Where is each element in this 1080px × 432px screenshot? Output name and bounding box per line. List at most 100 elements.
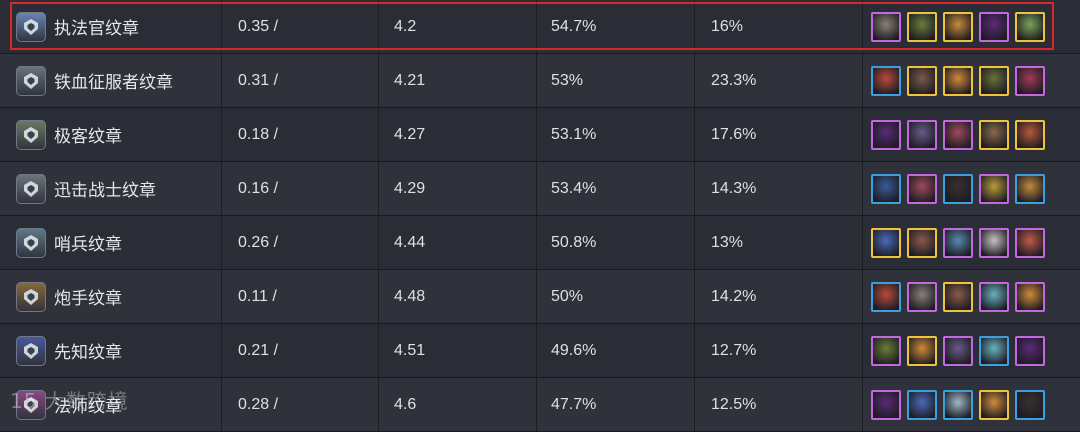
- avg-placement: 4.2: [394, 17, 417, 35]
- top4-rate: 50%: [551, 287, 584, 305]
- recommended-champions: [863, 216, 1080, 269]
- avg-placement: 4.48: [394, 287, 426, 305]
- emblem-name: 炮手纹章: [54, 289, 122, 308]
- conqueror-emblem-icon: [16, 65, 46, 96]
- emblem-name-cell: 执法官纹章: [0, 0, 222, 53]
- emblem-name: 铁血征服者纹章: [54, 73, 173, 92]
- table-row[interactable]: 哨兵纹章 0.26 / 4.44 50.8% 13%: [0, 216, 1080, 270]
- champion-portrait[interactable]: [943, 119, 973, 150]
- champion-portrait[interactable]: [979, 11, 1009, 42]
- champion-portrait[interactable]: [1015, 389, 1045, 420]
- pick-rate-cell: 0.31 /: [222, 54, 379, 107]
- champion-portrait[interactable]: [943, 11, 973, 42]
- champion-portrait[interactable]: [1015, 11, 1045, 42]
- champion-portrait[interactable]: [907, 173, 937, 204]
- champion-portrait[interactable]: [979, 335, 1009, 366]
- champion-portrait[interactable]: [943, 335, 973, 366]
- top4-rate-cell: 54.7%: [537, 0, 695, 53]
- champion-portrait[interactable]: [871, 11, 901, 42]
- pick-rate: 0.31 /: [238, 71, 279, 89]
- top4-rate-cell: 49.6%: [537, 324, 695, 377]
- avg-placement-cell: 4.29: [379, 162, 537, 215]
- pick-rate-cell: 0.28 /: [222, 378, 379, 431]
- champion-portrait[interactable]: [979, 65, 1009, 96]
- emblem-name-cell: 法师纹章: [0, 378, 222, 431]
- champion-portrait[interactable]: [1015, 65, 1045, 96]
- champion-portrait[interactable]: [907, 335, 937, 366]
- champion-portrait[interactable]: [1015, 335, 1045, 366]
- recommended-champions: [863, 270, 1080, 323]
- champion-portrait[interactable]: [979, 389, 1009, 420]
- table-row[interactable]: 先知纹章 0.21 / 4.51 49.6% 12.7%: [0, 324, 1080, 378]
- avg-placement: 4.44: [394, 233, 426, 251]
- emblem-name-cell: 炮手纹章: [0, 270, 222, 323]
- champion-portrait[interactable]: [1015, 173, 1045, 204]
- champion-portrait[interactable]: [943, 65, 973, 96]
- top4-rate-cell: 53%: [537, 54, 695, 107]
- emblem-name: 极客纹章: [54, 127, 122, 146]
- champion-portrait[interactable]: [979, 119, 1009, 150]
- win-rate: 14.3%: [711, 179, 757, 197]
- pick-rate-cell: 0.21 /: [222, 324, 379, 377]
- champion-portrait[interactable]: [979, 281, 1009, 312]
- table-row[interactable]: 执法官纹章 0.35 / 4.2 54.7% 16%: [0, 0, 1080, 54]
- win-rate: 12.7%: [711, 341, 757, 359]
- champion-portrait[interactable]: [871, 335, 901, 366]
- pick-rate-cell: 0.26 /: [222, 216, 379, 269]
- top4-rate-cell: 53.4%: [537, 162, 695, 215]
- pick-rate-cell: 0.35 /: [222, 0, 379, 53]
- recommended-champions: [863, 378, 1080, 431]
- watermark: 15 大数跨境: [10, 389, 129, 413]
- champion-portrait[interactable]: [907, 281, 937, 312]
- table-row[interactable]: 铁血征服者纹章 0.31 / 4.21 53% 23.3%: [0, 54, 1080, 108]
- table-row[interactable]: 极客纹章 0.18 / 4.27 53.1% 17.6%: [0, 108, 1080, 162]
- top4-rate: 49.6%: [551, 341, 597, 359]
- top4-rate: 53.4%: [551, 179, 597, 197]
- top4-rate: 50.8%: [551, 233, 597, 251]
- cannoneer-emblem-icon: [16, 281, 46, 312]
- champion-portrait[interactable]: [907, 119, 937, 150]
- win-rate: 16%: [711, 17, 744, 35]
- champion-portrait[interactable]: [1015, 227, 1045, 258]
- table-row[interactable]: 炮手纹章 0.11 / 4.48 50% 14.2%: [0, 270, 1080, 324]
- top4-rate: 47.7%: [551, 395, 597, 413]
- champion-portrait[interactable]: [943, 389, 973, 420]
- geek-emblem-icon: [16, 119, 46, 150]
- recommended-champions: [863, 54, 1080, 107]
- emblem-name: 迅击战士纹章: [54, 181, 156, 200]
- champion-portrait[interactable]: [871, 173, 901, 204]
- champion-portrait[interactable]: [871, 119, 901, 150]
- pick-rate: 0.11 /: [238, 287, 277, 305]
- champion-portrait[interactable]: [943, 227, 973, 258]
- win-rate: 14.2%: [711, 287, 757, 305]
- champion-portrait[interactable]: [907, 65, 937, 96]
- top4-rate: 53.1%: [551, 125, 597, 143]
- pick-rate: 0.21 /: [238, 341, 279, 359]
- win-rate: 23.3%: [711, 71, 757, 89]
- champion-portrait[interactable]: [907, 227, 937, 258]
- champion-portrait[interactable]: [1015, 281, 1045, 312]
- champion-portrait[interactable]: [871, 389, 901, 420]
- win-rate: 12.5%: [711, 395, 757, 413]
- champion-portrait[interactable]: [871, 65, 901, 96]
- table-row[interactable]: 法师纹章 0.28 / 4.6 47.7% 12.5%: [0, 378, 1080, 432]
- table-row[interactable]: 迅击战士纹章 0.16 / 4.29 53.4% 14.3%: [0, 162, 1080, 216]
- champion-portrait[interactable]: [1015, 119, 1045, 150]
- champion-portrait[interactable]: [871, 227, 901, 258]
- champion-portrait[interactable]: [979, 227, 1009, 258]
- recommended-champions: [863, 162, 1080, 215]
- champion-portrait[interactable]: [943, 281, 973, 312]
- avg-placement: 4.51: [394, 341, 426, 359]
- champion-portrait[interactable]: [907, 11, 937, 42]
- champion-portrait[interactable]: [943, 173, 973, 204]
- champion-portrait[interactable]: [979, 173, 1009, 204]
- champion-portrait[interactable]: [871, 281, 901, 312]
- emblem-name-cell: 极客纹章: [0, 108, 222, 161]
- recommended-champions: [863, 324, 1080, 377]
- avg-placement-cell: 4.51: [379, 324, 537, 377]
- pick-rate: 0.18 /: [238, 125, 279, 143]
- striker-emblem-icon: [16, 173, 46, 204]
- champion-portrait[interactable]: [907, 389, 937, 420]
- win-rate-cell: 14.2%: [695, 270, 863, 323]
- win-rate-cell: 23.3%: [695, 54, 863, 107]
